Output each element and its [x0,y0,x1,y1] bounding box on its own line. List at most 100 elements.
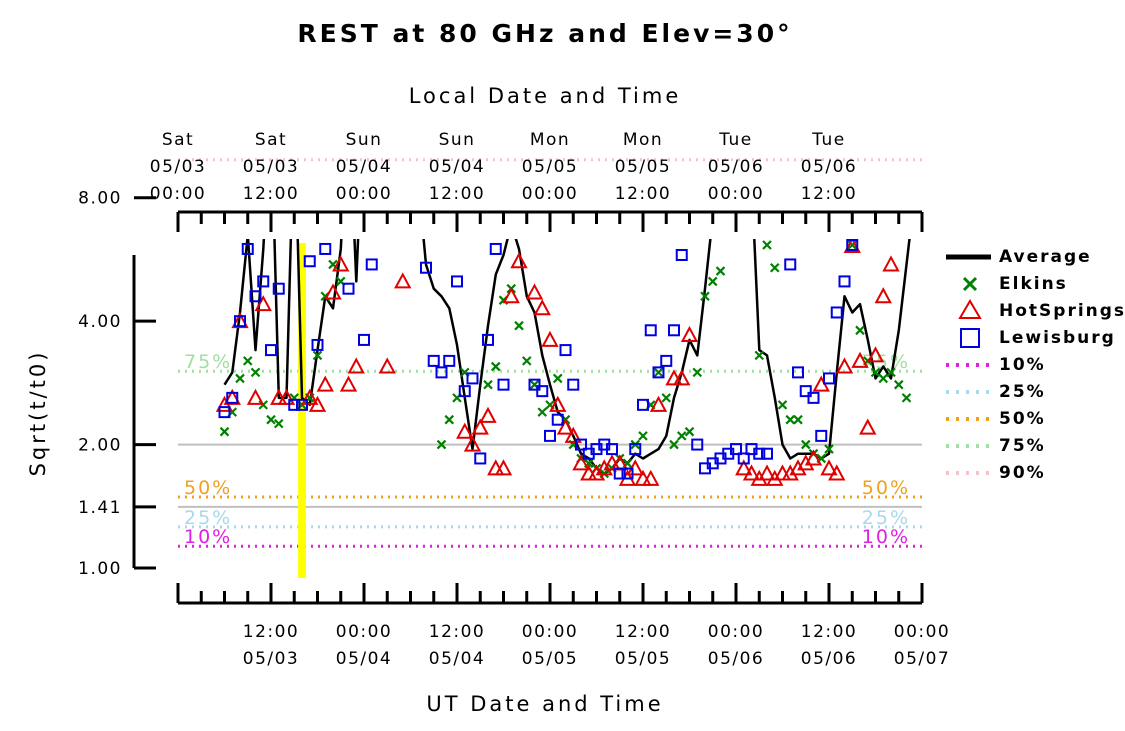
elkins-point [700,291,710,302]
elkins-point [219,426,230,437]
elkins-point [870,367,881,378]
hotsprings-point [642,469,660,486]
top-tick-label-day: Tue [811,130,846,150]
legend-label: HotSprings [999,301,1125,321]
hotsprings-point [479,406,497,423]
elkins-point [444,414,455,425]
legend-label: Lewisburg [999,328,1116,348]
top-tick-label-date: 05/05 [615,157,672,177]
lewisburg-point [443,354,456,367]
lewisburg-point [753,447,766,460]
hotsprings-point [502,287,520,304]
elkins-point [552,373,563,384]
lewisburg-point [466,372,479,385]
x-tick-label-time: 12:00 [801,622,858,642]
elkins-point [266,414,276,425]
lewisburg-point [660,354,673,367]
lewisburg-point [838,275,851,288]
elkins-point [661,393,672,403]
lewisburg-point [536,385,549,398]
lewisburg-point [575,438,587,451]
x-tick-label-time: 00:00 [522,622,579,642]
lewisburg-point [846,239,859,251]
lewisburg-point [272,282,285,295]
x-tick-label-date: 05/04 [336,649,393,669]
x-tick-label-time: 12:00 [429,622,486,642]
elkins-point [638,431,648,441]
x-tick-label-date: 05/07 [894,649,951,669]
elkins-point [483,379,493,390]
hotsprings-point [494,459,513,476]
elkins-point [762,240,772,250]
top-tick-label-day: Sun [439,130,476,150]
legend-label: 90% [999,463,1046,483]
elkins-point [824,444,834,454]
lewisburg-point [296,398,308,411]
lewisburg-point [358,333,370,346]
hotsprings-point [673,369,691,386]
elkins-point [514,320,524,331]
hotsprings-point [789,459,807,476]
hotsprings-point [510,252,528,269]
elkins-point [800,439,811,450]
hotsprings-point [835,357,854,374]
lewisburg-point [792,366,804,379]
hotsprings-point [556,418,575,435]
x-tick-label-date: 05/04 [429,649,486,669]
hotsprings-point [781,464,799,481]
lewisburg-point [226,391,239,404]
elkins-point [490,361,501,372]
top-tick-label-date: 05/05 [522,157,579,177]
lewisburg-point [497,378,510,391]
lewisburg-point [691,438,704,451]
legend-label: 10% [999,355,1046,375]
top-tick-label-time: 00:00 [522,184,579,204]
top-tick-label-day: Mon [623,130,663,150]
lewisburg-point [637,398,649,411]
lewisburg-point [342,282,355,295]
top-tick-label-date: 05/06 [708,157,765,177]
legend-label: Elkins [999,274,1068,294]
lewisburg-point [730,443,742,456]
top-tick-label-day: Sat [162,130,194,150]
x-tick-label-time: 00:00 [894,622,951,642]
lewisburg-point [559,344,572,357]
elkins-point [312,350,323,361]
percentile-label-right: 10% [862,526,910,548]
hotsprings-point [742,464,761,481]
hotsprings-point [843,239,861,254]
lewisburg-point [668,324,680,337]
legend-square-icon [960,328,980,348]
lewisburg-point [629,443,642,456]
x-axis-label: UT Date and Time [426,692,663,716]
elkins-point [754,350,765,361]
y-tick-label: 1.00 [78,559,122,579]
hotsprings-point [649,395,668,412]
elkins-point [878,373,889,384]
lewisburg-point [489,242,502,255]
series-hotsprings [215,239,900,486]
x-tick-label-time: 00:00 [708,622,765,642]
x-tick-label-time: 12:00 [243,622,300,642]
lewisburg-point [234,315,246,328]
hotsprings-point [859,418,877,435]
lewisburg-point [621,467,634,480]
x-tick-label-date: 05/06 [708,649,765,669]
lewisburg-point [807,391,820,404]
percentile-label-left: 50% [184,477,232,499]
hotsprings-point [456,422,474,439]
elkins-point [676,431,687,441]
hotsprings-point [394,272,412,289]
elkins-point [715,266,726,276]
hotsprings-point [735,459,753,476]
percentile-label-right: 50% [862,477,910,499]
elkins-point [273,418,284,429]
lewisburg-point [830,306,843,319]
y-tick-label: 4.00 [78,312,122,332]
hotsprings-point [820,459,838,476]
x-tick-label-time: 12:00 [615,622,672,642]
data-series [215,239,912,486]
lewisburg-point [644,324,657,337]
lewisburg-point [815,429,828,442]
